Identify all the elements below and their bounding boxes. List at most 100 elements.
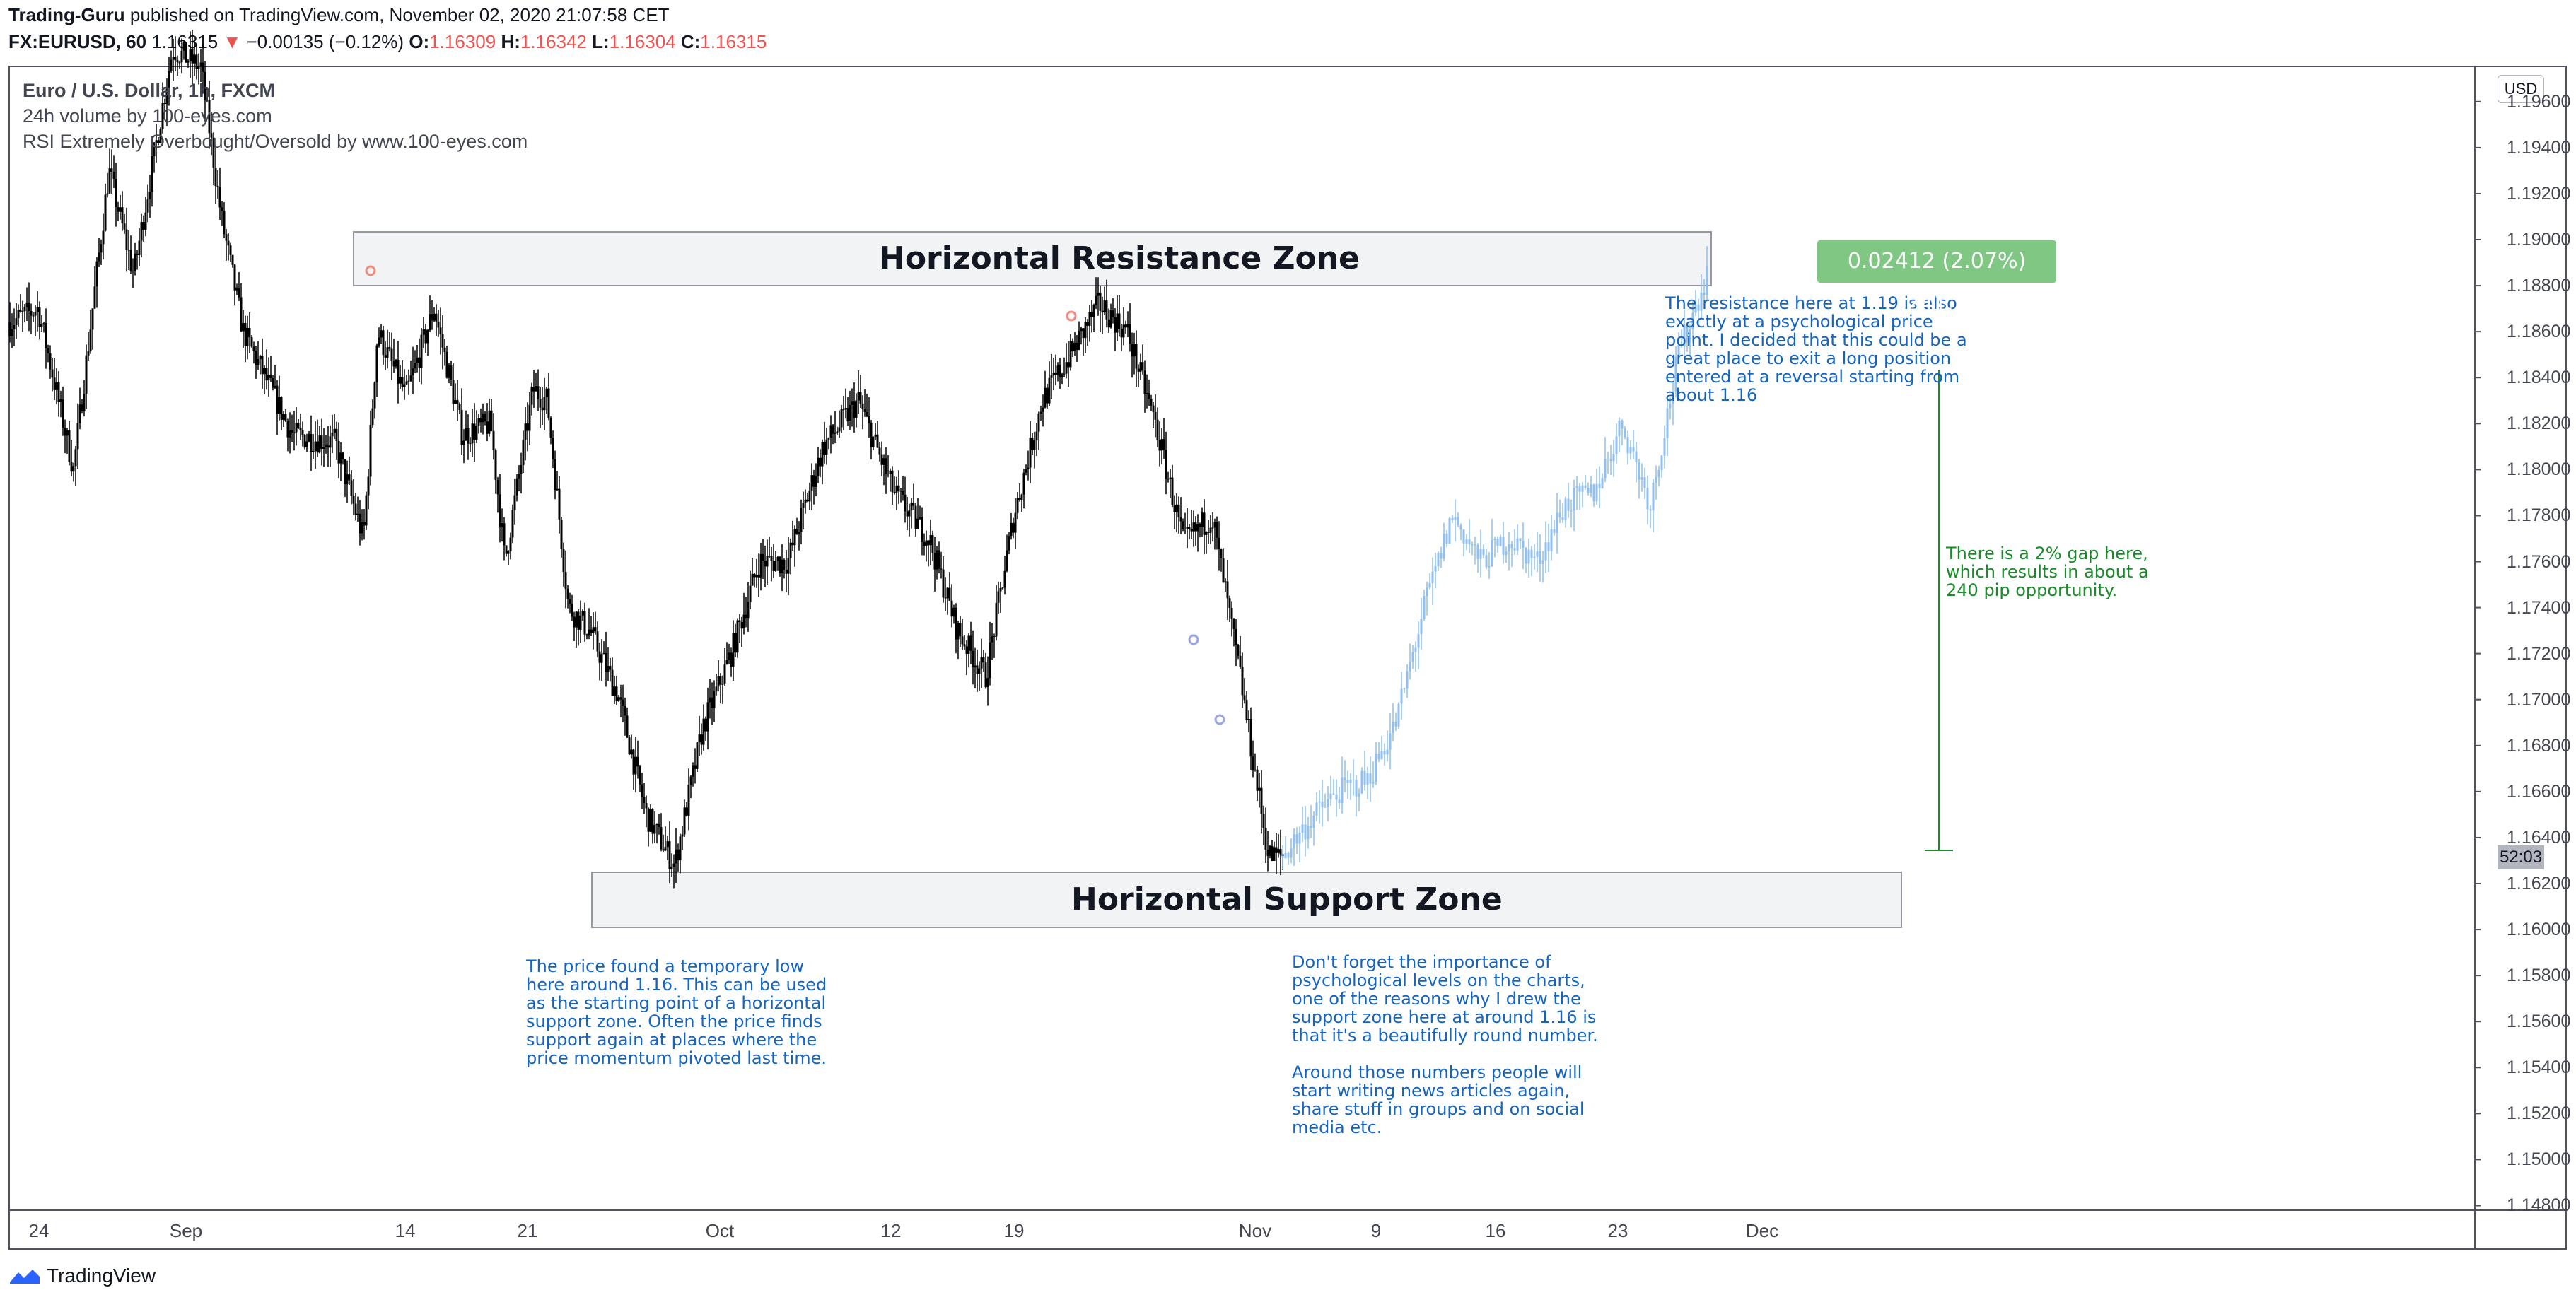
candle-body bbox=[1262, 814, 1265, 828]
candles-history bbox=[8, 29, 1284, 889]
candle-body bbox=[350, 480, 353, 496]
brand-name: TradingView bbox=[47, 1265, 156, 1287]
candle-body bbox=[1533, 556, 1536, 558]
candle-body bbox=[1273, 847, 1276, 861]
candle-body bbox=[1228, 598, 1231, 608]
candle-body bbox=[583, 611, 586, 635]
candle-body bbox=[1397, 703, 1400, 727]
candle-body bbox=[1423, 596, 1426, 619]
candle-body bbox=[1618, 420, 1621, 437]
candle-body bbox=[392, 360, 395, 367]
candle-body bbox=[1290, 848, 1293, 858]
candle-body bbox=[1454, 517, 1457, 520]
support-zone[interactable] bbox=[591, 872, 1902, 928]
candle-body bbox=[286, 421, 289, 438]
candle-body bbox=[1686, 324, 1689, 343]
legend-volume-indicator[interactable]: 24h volume by 100-eyes.com bbox=[23, 105, 272, 127]
candle-body bbox=[231, 254, 234, 265]
candle-body bbox=[1169, 477, 1172, 479]
candle-body bbox=[40, 324, 43, 327]
resistance-zone[interactable] bbox=[353, 231, 1712, 286]
candle-body bbox=[1239, 655, 1242, 667]
candle-body bbox=[1014, 512, 1017, 533]
candle-body bbox=[1186, 527, 1189, 529]
candle-body bbox=[1417, 634, 1420, 648]
candle-body bbox=[685, 807, 688, 816]
candle-body bbox=[942, 569, 945, 598]
candle-body bbox=[704, 718, 707, 732]
candle-body bbox=[978, 668, 981, 674]
time-tick-label: Oct bbox=[705, 1220, 735, 1241]
measure-label[interactable]: 0.02412 (2.07%) 241.2 bbox=[1817, 240, 2056, 316]
resistance-note[interactable]: The resistance here at 1.19 is also exac… bbox=[1665, 293, 1967, 405]
brand[interactable]: TradingView bbox=[8, 1265, 156, 1287]
candle-body bbox=[713, 691, 716, 708]
candle-body bbox=[443, 347, 446, 352]
gap-note[interactable]: There is a 2% gap here, which results in… bbox=[1946, 544, 2149, 600]
psychological-note[interactable]: Don't forget the importance of psycholog… bbox=[1292, 952, 1598, 1137]
candle-body bbox=[1211, 527, 1214, 529]
candle-body bbox=[225, 234, 228, 241]
close-label: C: bbox=[680, 31, 701, 52]
candle-body bbox=[1069, 341, 1072, 368]
candle-body bbox=[575, 611, 578, 628]
candle-body bbox=[274, 385, 276, 388]
support-note[interactable]: The price found a temporary low here aro… bbox=[526, 956, 827, 1068]
candle-body bbox=[1252, 756, 1254, 770]
candle-body bbox=[138, 240, 141, 255]
candle-body bbox=[492, 430, 495, 450]
candle-body bbox=[339, 452, 342, 464]
candle-body bbox=[1304, 824, 1307, 840]
legend-rsi-indicator[interactable]: RSI Extremely Overbought/Oversold by www… bbox=[23, 131, 528, 152]
candle-body bbox=[327, 445, 330, 448]
candle-body bbox=[1561, 517, 1564, 520]
candle-body bbox=[1071, 341, 1074, 352]
candle-body bbox=[1137, 368, 1140, 372]
candle-body bbox=[681, 834, 684, 837]
candle-body bbox=[276, 385, 279, 415]
candle-body bbox=[1338, 799, 1341, 804]
candle-body bbox=[696, 742, 699, 769]
candle-body bbox=[1099, 292, 1102, 311]
candle-body bbox=[522, 440, 525, 465]
author-name[interactable]: Trading-Guru bbox=[8, 4, 125, 25]
candle-body bbox=[560, 519, 563, 549]
candle-body bbox=[955, 607, 957, 640]
candle-body bbox=[617, 697, 620, 702]
candle-body bbox=[76, 423, 79, 450]
candle-body bbox=[1237, 645, 1240, 656]
candle-body bbox=[912, 503, 915, 506]
candle-body bbox=[552, 437, 554, 459]
candle-body bbox=[263, 368, 266, 375]
candle-body bbox=[1258, 787, 1261, 791]
candle-body bbox=[1266, 849, 1269, 856]
price-tick-label: 1.15200 bbox=[2507, 1103, 2571, 1124]
price-tick-label: 1.18600 bbox=[2507, 322, 2571, 342]
candle-body bbox=[1122, 324, 1125, 338]
candle-body bbox=[1243, 695, 1246, 701]
candle-body bbox=[333, 428, 336, 433]
candle-body bbox=[505, 545, 508, 554]
candle-body bbox=[371, 408, 374, 425]
candle-body bbox=[363, 522, 366, 526]
candle-body bbox=[1260, 787, 1263, 814]
candle-body bbox=[1073, 342, 1076, 352]
candle-body bbox=[1491, 540, 1493, 566]
candle-body bbox=[78, 404, 81, 423]
candle-body bbox=[1016, 498, 1019, 513]
candle-body bbox=[1232, 618, 1235, 629]
candle-body bbox=[1199, 524, 1201, 527]
candle-body bbox=[1459, 525, 1462, 530]
candle-body bbox=[1502, 537, 1505, 555]
legend-title[interactable]: Euro / U.S. Dollar, 1h, FXCM bbox=[23, 80, 276, 101]
candle-body bbox=[658, 824, 660, 828]
candle-body bbox=[19, 309, 22, 312]
currency-button[interactable]: USD bbox=[2498, 75, 2544, 103]
price-tick-label: 1.16400 bbox=[2507, 827, 2571, 848]
price-tick-label: 1.19400 bbox=[2507, 137, 2571, 158]
candle-body bbox=[566, 588, 569, 599]
candle-body bbox=[1601, 478, 1604, 488]
candle-body bbox=[242, 322, 245, 332]
candle-body bbox=[815, 476, 817, 487]
